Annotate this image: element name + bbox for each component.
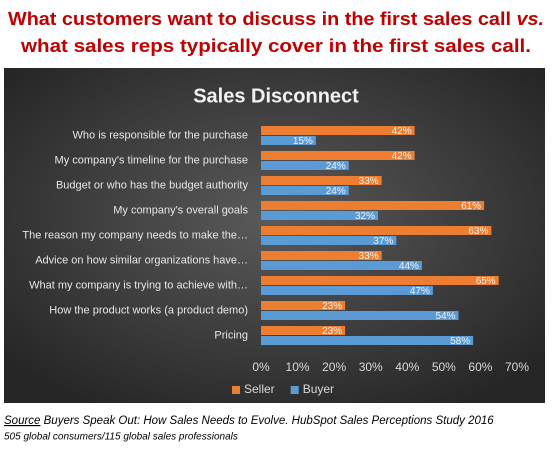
source-text: Buyers Speak Out: How Sales Needs to Evo…: [40, 415, 494, 427]
bar: [261, 286, 433, 295]
bar: [261, 201, 485, 210]
value-label: 33%: [359, 251, 379, 262]
bar: [261, 176, 382, 185]
bar: [261, 126, 415, 135]
plot: 0% 10% 20% 30% 40% 50% 60% 70% Who is responsibl…: [22, 126, 529, 396]
legend-label: Buyer: [303, 382, 334, 396]
category-label: Budget or who has the budget authority: [56, 179, 249, 191]
value-label: 42%: [392, 151, 412, 162]
value-label: 15%: [293, 136, 313, 147]
value-label: 32%: [355, 211, 375, 222]
value-label: 24%: [326, 186, 346, 197]
bar: [261, 326, 346, 335]
x-tick-label: 0%: [252, 360, 270, 374]
chart-panel: [4, 68, 545, 403]
source-note: 505 global consumers/115 global sales pr…: [4, 432, 238, 443]
bar: [261, 226, 492, 235]
bar: [261, 311, 459, 320]
legend-swatch: [290, 386, 299, 394]
category-label: My company's overall goals: [113, 204, 248, 216]
category-label: The reason my company needs to make the…: [22, 229, 248, 241]
x-tick-label: 60%: [468, 360, 492, 374]
heading-line-1: What customers want to discuss in the fi…: [8, 9, 544, 29]
value-label: 23%: [322, 326, 342, 337]
bar: [261, 336, 474, 345]
bar: [261, 136, 316, 145]
heading-line-2: what sales reps typically cover in the f…: [20, 36, 531, 56]
category-label: What my company is trying to achieve wit…: [29, 279, 248, 291]
bar: [261, 151, 415, 160]
category-label: Pricing: [214, 329, 248, 341]
value-label: 24%: [326, 161, 346, 172]
value-label: 23%: [322, 301, 342, 312]
value-label: 37%: [373, 236, 393, 247]
heading-emphasis: vs.: [516, 9, 544, 29]
chart-title: Sales Disconnect: [193, 85, 359, 107]
bar: [261, 211, 379, 220]
x-tick-label: 40%: [395, 360, 419, 374]
category-label: How the product works (a product demo): [49, 304, 248, 316]
legend-swatch: [232, 386, 240, 394]
bar: [261, 301, 346, 310]
bar: [261, 261, 422, 270]
x-tick-label: 20%: [322, 360, 346, 374]
source-line: Source Buyers Speak Out: How Sales Needs…: [4, 415, 494, 427]
category-label: My company's timeline for the purchase: [55, 154, 248, 166]
value-label: 63%: [468, 226, 488, 237]
bar: [261, 276, 499, 285]
value-label: 65%: [476, 276, 496, 287]
source-label: Source: [4, 415, 40, 427]
value-label: 33%: [359, 176, 379, 187]
x-tick-label: 30%: [359, 360, 383, 374]
bar: [261, 236, 397, 245]
value-label: 58%: [450, 336, 470, 347]
x-tick-label: 10%: [286, 360, 310, 374]
legend-label: Seller: [244, 382, 275, 396]
bar: [261, 186, 349, 195]
category-label: Advice on how similar organizations have…: [35, 254, 248, 266]
x-tick-label: 70%: [505, 360, 529, 374]
value-label: 42%: [392, 126, 412, 137]
value-label: 47%: [410, 286, 430, 297]
heading-before: What customers want to discuss in the fi…: [8, 9, 516, 29]
category-label: Who is responsible for the purchase: [73, 129, 248, 141]
value-label: 44%: [399, 261, 419, 272]
value-label: 54%: [435, 311, 455, 322]
x-tick-label: 50%: [432, 360, 456, 374]
value-label: 61%: [461, 201, 481, 212]
bar: [261, 161, 349, 170]
bar: [261, 251, 382, 260]
